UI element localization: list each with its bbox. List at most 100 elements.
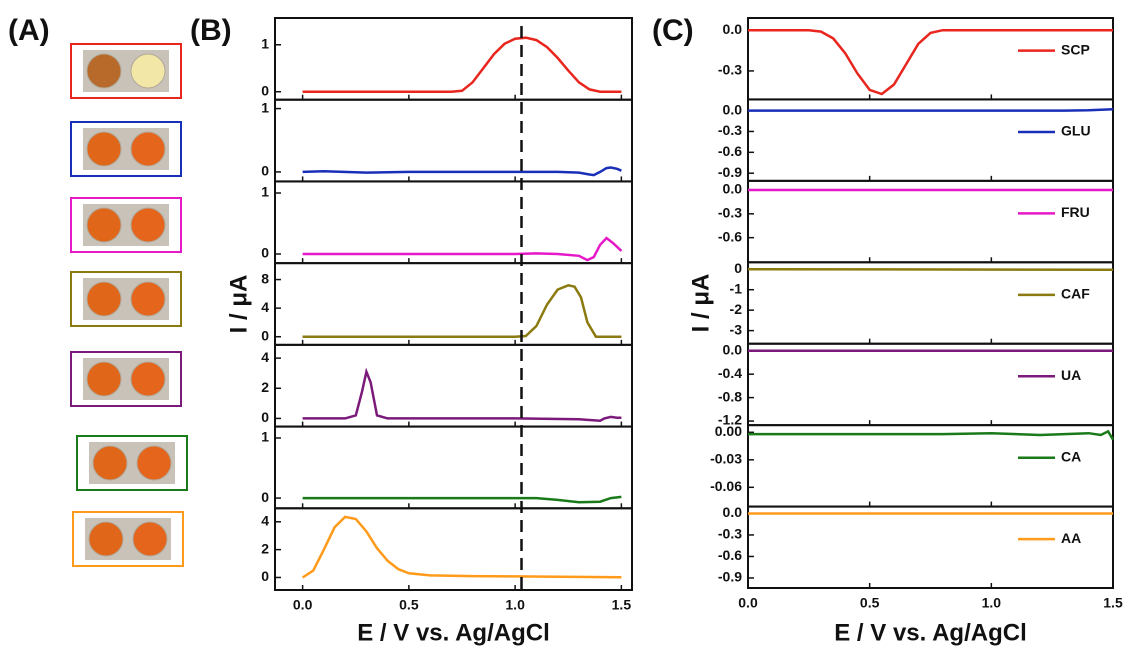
y-tick-label: -1.2	[718, 412, 742, 428]
y-tick-label: -0.6	[718, 547, 742, 563]
y-tick-label: 1	[261, 35, 269, 51]
y-tick-label: -2	[730, 301, 743, 317]
subplot-frame	[274, 98, 633, 183]
y-tick-label: -0.06	[710, 478, 742, 494]
panel-label: (B)	[190, 14, 232, 47]
y-tick-label: 0.0	[723, 101, 743, 117]
panel-label: (A)	[8, 14, 50, 47]
y-tick-label: 2	[261, 540, 269, 556]
x-tick-label: 0.5	[399, 597, 419, 613]
data-line	[302, 367, 622, 422]
data-line	[302, 36, 622, 93]
y-tick-label: 0.0	[723, 181, 743, 197]
x-axis-label: E / V vs. Ag/AgCl	[834, 619, 1026, 646]
x-tick-label: 1.5	[612, 597, 632, 613]
y-axis-label: I / μA	[687, 274, 714, 333]
y-tick-label: 0	[261, 409, 269, 425]
y-tick-label: -0.3	[718, 122, 742, 138]
subplot-frame	[747, 179, 1114, 264]
y-tick-label: 0	[261, 82, 269, 98]
x-tick-label: 1.0	[982, 595, 1002, 611]
data-line	[748, 107, 1114, 112]
x-tick-label: 0.5	[860, 595, 880, 611]
data-line	[302, 495, 622, 504]
legend-label: CA	[1061, 448, 1081, 464]
well	[92, 445, 128, 481]
data-line	[302, 283, 622, 338]
y-tick-label: 0.0	[723, 21, 743, 37]
well	[130, 53, 166, 89]
y-tick-label: -3	[730, 321, 743, 337]
well	[88, 521, 124, 557]
legend-label: AA	[1061, 530, 1081, 546]
y-tick-label: -0.6	[718, 143, 742, 159]
subplot-frame	[747, 342, 1114, 427]
y-tick-label: 2	[261, 379, 269, 395]
y-tick-label: 8	[261, 270, 269, 286]
y-tick-label: 0.0	[723, 341, 743, 357]
y-axis-label: I / μA	[225, 275, 252, 334]
well	[86, 361, 122, 397]
y-tick-label: 4	[261, 299, 269, 315]
x-tick-label: 1.0	[505, 597, 525, 613]
y-tick-label: -0.6	[718, 228, 742, 244]
y-tick-label: -1	[730, 280, 743, 296]
data-line	[302, 166, 622, 177]
well	[86, 207, 122, 243]
y-tick-label: -0.3	[718, 62, 742, 78]
legend-label: SCP	[1061, 41, 1090, 57]
subplot-frame	[274, 180, 633, 265]
subplot-frame	[274, 425, 633, 510]
x-axis-label: E / V vs. Ag/AgCl	[357, 619, 549, 646]
y-tick-label: 1	[261, 184, 269, 200]
y-tick-label: -0.3	[718, 526, 742, 542]
y-tick-label: -0.3	[718, 205, 742, 221]
well	[136, 445, 172, 481]
legend-label: FRU	[1061, 204, 1090, 220]
legend-label: GLU	[1061, 123, 1091, 139]
well	[86, 131, 122, 167]
y-tick-label: 0	[261, 327, 269, 343]
well	[130, 361, 166, 397]
x-tick-label: 0.0	[738, 595, 758, 611]
y-tick-label: 4	[261, 349, 269, 365]
subplot-frame	[747, 505, 1114, 590]
y-tick-label: 0	[261, 163, 269, 179]
subplot-frame	[274, 343, 633, 428]
data-line	[301, 515, 622, 579]
well	[130, 207, 166, 243]
y-tick-label: 0	[261, 568, 269, 584]
y-tick-label: -0.8	[718, 388, 742, 404]
y-tick-label: 0	[261, 245, 269, 261]
y-tick-label: -0.9	[718, 569, 742, 585]
x-tick-label: 1.5	[1103, 595, 1123, 611]
data-line	[747, 267, 1114, 271]
y-tick-label: 0	[261, 489, 269, 505]
y-tick-label: 1	[261, 99, 269, 115]
data-line	[748, 429, 1115, 441]
y-tick-label: 0.00	[715, 423, 742, 439]
panel-label: (C)	[652, 14, 694, 47]
y-tick-label: 0	[734, 260, 742, 276]
subplot-frame	[747, 424, 1114, 508]
subplot-frame	[747, 261, 1114, 345]
y-tick-label: 4	[261, 512, 269, 528]
y-tick-label: 1	[261, 429, 269, 445]
well	[130, 281, 166, 317]
subplot-frame	[274, 262, 633, 346]
subplot-frame	[274, 17, 633, 101]
data-line	[302, 236, 623, 262]
legend-label: CAF	[1061, 286, 1090, 302]
legend-label: UA	[1061, 367, 1081, 383]
well	[132, 521, 168, 557]
well	[130, 131, 166, 167]
y-tick-label: 0.0	[723, 504, 743, 520]
y-tick-label: -0.9	[718, 164, 742, 180]
data-line	[748, 28, 1113, 96]
well	[86, 281, 122, 317]
y-tick-label: -0.03	[710, 451, 742, 467]
well	[86, 53, 122, 89]
x-tick-label: 0.0	[293, 597, 313, 613]
y-tick-label: -0.4	[718, 365, 742, 381]
